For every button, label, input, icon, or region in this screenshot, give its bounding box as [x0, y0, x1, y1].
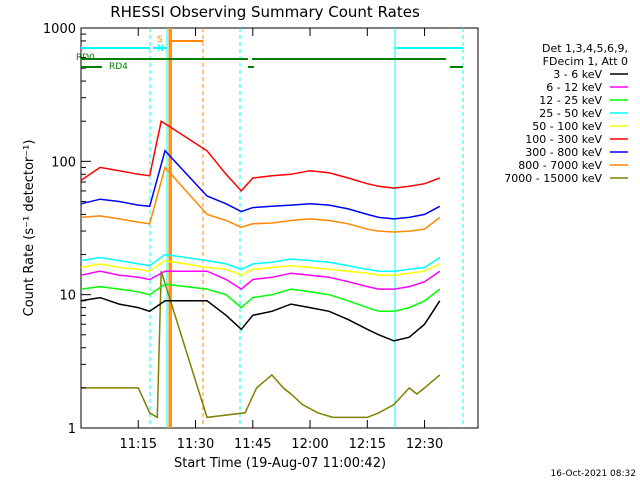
y-axis-label: Count Rate (s⁻¹ detector⁻¹)	[22, 140, 37, 317]
generated-timestamp: 16-Oct-2021 08:32	[551, 469, 636, 479]
plot-frame	[80, 27, 479, 429]
series-line-7	[80, 165, 441, 233]
legend-label-2: 12 - 25 keV	[539, 94, 602, 107]
legend-label-0: 3 - 6 keV	[553, 68, 602, 81]
s-label: S	[157, 35, 163, 45]
series-line-1	[80, 270, 441, 291]
saa-boundary-band	[169, 28, 172, 428]
legend-label-7: 800 - 7000 keV	[518, 159, 602, 172]
n-label: N	[157, 44, 164, 54]
annotation-marks: RD0 RD4 S N	[76, 35, 463, 72]
rd4-label: RD4	[109, 62, 128, 72]
legend-label-4: 50 - 100 keV	[532, 120, 602, 133]
y-tick-label-1: 10	[59, 289, 76, 304]
legend-label-1: 6 - 12 keV	[546, 81, 602, 94]
x-tick-label-2: 11:45	[234, 437, 271, 452]
series-line-0	[80, 296, 441, 342]
series-line-8	[81, 270, 441, 419]
legend-label-5: 100 - 300 keV	[525, 133, 602, 146]
x-tick-label-4: 12:15	[349, 437, 386, 452]
x-tick-label-5: 12:30	[406, 437, 443, 452]
y-tick-label-3: 1000	[43, 22, 76, 37]
series-line-4	[80, 259, 441, 277]
x-axis: 11:15 11:30 11:45 12:00 12:15 12:30	[120, 28, 443, 452]
legend-label-8: 7000 - 15000 keV	[504, 172, 602, 185]
legend-title-line-2: FDecim 1, Att 0	[543, 55, 628, 68]
plot-area: 11:15 11:30 11:45 12:00 12:15 12:30 1 10 100 100…	[43, 22, 479, 452]
series-line-2	[80, 283, 441, 313]
y-axis: 1 10 100 1000	[43, 22, 91, 437]
legend-label-6: 300 - 800 keV	[525, 146, 602, 159]
series-layer	[80, 119, 441, 419]
x-tick-label-3: 12:00	[291, 437, 328, 452]
y-tick-label-2: 100	[51, 155, 76, 170]
legend-label-3: 25 - 50 keV	[539, 107, 602, 120]
x-axis-label: Start Time (19-Aug-07 11:00:42)	[174, 456, 386, 471]
series-line-3	[80, 253, 441, 272]
y-tick-label-0: 1	[68, 422, 76, 437]
legend: Det 1,3,4,5,6,9, FDecim 1, Att 0 3 - 6 k…	[504, 42, 628, 185]
x-tick-label-0: 11:15	[120, 437, 157, 452]
rd0-label: RD0	[76, 53, 95, 63]
series-line-6	[80, 149, 441, 220]
x-tick-label-1: 11:30	[177, 437, 214, 452]
shaded-regions	[149, 28, 464, 428]
chart-title: RHESSI Observing Summary Count Rates	[110, 3, 420, 21]
series-line-5	[80, 119, 441, 193]
legend-title-line-1: Det 1,3,4,5,6,9,	[542, 42, 628, 55]
